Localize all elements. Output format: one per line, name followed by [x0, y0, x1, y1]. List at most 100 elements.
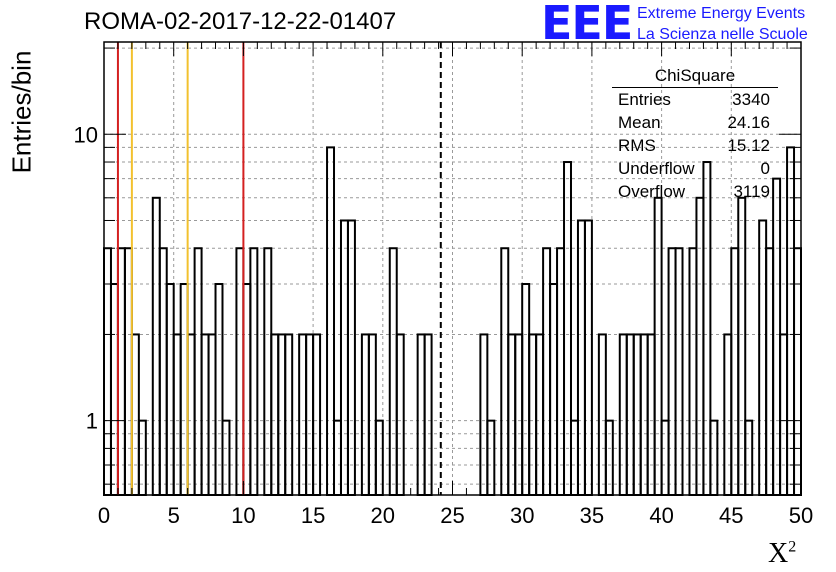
- histogram-bin: [207, 333, 217, 496]
- x-tick-label: 15: [301, 503, 325, 528]
- x-axis-label-superscript: 2: [788, 538, 797, 556]
- histogram-bin: [109, 283, 119, 497]
- x-tick-label: 30: [510, 503, 534, 528]
- histogram-bin: [563, 161, 572, 497]
- x-tick-label: 45: [719, 503, 743, 528]
- stats-row: RMS 15.12: [612, 136, 778, 159]
- x-tick-label: 50: [789, 503, 813, 528]
- histogram-bin: [786, 146, 796, 496]
- histogram-bin: [263, 247, 273, 496]
- histogram-bin: [242, 283, 252, 497]
- histogram-bin: [200, 333, 210, 496]
- y-tick-label: 10: [74, 122, 98, 147]
- logo-caption-line2: La Scienza nelle Scuole: [637, 26, 808, 43]
- histogram-bin: [123, 247, 133, 496]
- stats-value: 15.12: [727, 136, 770, 155]
- histogram-bin: [277, 333, 287, 496]
- y-axis-label: Entries/bin: [4, 42, 40, 182]
- histogram-bin: [214, 283, 224, 497]
- histogram-bin: [535, 333, 545, 496]
- stats-row: Underflow 0: [612, 159, 778, 182]
- x-tick-label: 40: [649, 503, 673, 528]
- histogram-bin: [388, 247, 398, 496]
- histogram-bin: [360, 333, 370, 496]
- logo-caption-line1: Extreme Energy Events: [637, 5, 806, 22]
- histogram-bin: [772, 177, 782, 496]
- histogram-bin: [326, 146, 336, 496]
- histogram-bin: [646, 333, 656, 496]
- histogram-bin: [528, 333, 538, 496]
- stats-label: Entries: [618, 90, 671, 109]
- stats-value: 24.16: [727, 113, 770, 132]
- histogram-bin: [339, 219, 349, 497]
- x-axis-label: X2: [768, 538, 796, 570]
- histogram-bin: [158, 247, 168, 496]
- histogram-bin: [521, 283, 531, 497]
- histogram-bin: [103, 247, 112, 496]
- histogram-bin: [758, 219, 768, 497]
- histogram-bin: [284, 333, 294, 496]
- histogram-bin: [116, 247, 126, 496]
- y-tick-label: 1: [86, 409, 98, 434]
- histogram-bin: [653, 196, 663, 496]
- x-tick-label: 20: [371, 503, 395, 528]
- histogram-bin: [695, 196, 705, 496]
- histogram-bin: [186, 333, 196, 496]
- stats-value: 0: [760, 159, 770, 178]
- stats-value: 3119: [733, 182, 770, 201]
- stats-label: RMS: [618, 136, 656, 155]
- histogram-bin: [723, 333, 733, 496]
- histogram-bin: [618, 333, 628, 496]
- histogram-bin: [542, 247, 552, 496]
- histogram-bin: [556, 247, 566, 496]
- histogram-bin: [395, 333, 405, 496]
- histogram-bin: [367, 333, 377, 496]
- stats-row: Entries 3340: [612, 90, 778, 113]
- histogram-bin: [507, 333, 517, 496]
- y-axis-label-text: Entries/bin: [6, 50, 37, 174]
- stats-label: Overflow: [618, 182, 686, 201]
- histogram-bin: [639, 333, 649, 496]
- stats-header: ChiSquare: [612, 66, 778, 88]
- histogram-bin: [625, 333, 635, 496]
- histogram-bin: [298, 333, 308, 496]
- histogram-bin: [674, 247, 684, 496]
- histogram-bin: [583, 219, 593, 497]
- histogram-bin: [500, 247, 510, 496]
- histogram-bin: [730, 247, 740, 496]
- logo-caption: Extreme Energy Events La Scienza nelle S…: [637, 3, 808, 45]
- histogram-bin: [688, 247, 698, 496]
- histogram-bin: [346, 219, 356, 497]
- stats-label: Underflow: [618, 159, 695, 178]
- histogram-bin: [305, 333, 315, 496]
- histogram-bin: [765, 247, 775, 496]
- histogram-bin: [165, 283, 175, 497]
- histogram-bin: [549, 283, 559, 497]
- x-tick-label: 5: [168, 503, 180, 528]
- x-tick-label: 0: [98, 503, 110, 528]
- stats-row: Mean 24.16: [612, 113, 778, 136]
- histogram-bin: [416, 333, 426, 496]
- histogram-bin: [179, 283, 189, 497]
- eee-logo: EEE: [541, 0, 633, 50]
- histogram-bin: [270, 333, 280, 496]
- histogram-bin: [423, 333, 433, 496]
- stats-box: ChiSquare Entries 3340 Mean 24.16 RMS 15.12…: [612, 66, 778, 205]
- x-tick-label: 35: [580, 503, 604, 528]
- histogram-bin: [793, 247, 803, 496]
- histogram-bin: [172, 333, 182, 496]
- x-tick-label: 10: [231, 503, 255, 528]
- histogram-bin: [249, 247, 259, 496]
- histogram-bin: [737, 196, 747, 496]
- histogram-bin: [779, 333, 789, 496]
- stats-row: Overflow 3119: [612, 182, 778, 205]
- histogram-bin: [667, 247, 677, 496]
- x-axis-label-text: X: [768, 538, 789, 569]
- stats-label: Mean: [618, 113, 661, 132]
- histogram-bin: [702, 161, 712, 497]
- histogram-bin: [130, 333, 140, 496]
- histogram-bin: [632, 333, 642, 496]
- histogram-bin: [193, 247, 203, 496]
- histogram-bin: [235, 247, 245, 496]
